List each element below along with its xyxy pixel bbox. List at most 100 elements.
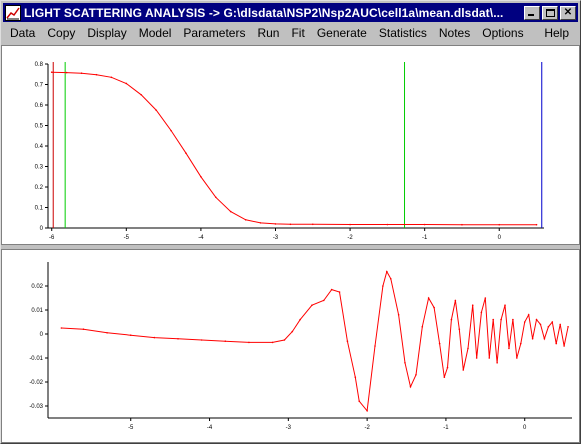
- data-point: [386, 223, 389, 226]
- data-point: [539, 323, 542, 326]
- data-point: [462, 369, 465, 371]
- y-tick-label: 0.02: [31, 284, 43, 290]
- data-point: [200, 175, 202, 178]
- data-point: [346, 340, 349, 342]
- data-point: [259, 222, 262, 224]
- data-point: [140, 93, 143, 96]
- data-point: [177, 338, 179, 340]
- data-point: [271, 341, 274, 344]
- x-tick-label: -6: [49, 235, 55, 241]
- x-tick-label: -2: [364, 425, 370, 431]
- data-point: [283, 339, 286, 341]
- data-point: [397, 314, 400, 316]
- residual-plot-panel[interactable]: -0.03 -0.02 -0.01 0 0.01 0.02 -5 -4 -3 -2 -1 0: [1, 249, 580, 443]
- title-bar[interactable]: LIGHT SCATTERING ANALYSIS -> G:\dlsdata\…: [3, 3, 578, 22]
- data-point: [404, 362, 406, 364]
- menu-help[interactable]: Help: [544, 25, 569, 40]
- data-point: [185, 152, 187, 154]
- series-line: [61, 270, 569, 413]
- y-tick-label: 0.7: [35, 83, 44, 89]
- data-point: [382, 285, 384, 287]
- minimize-button[interactable]: [524, 5, 540, 20]
- x-tick-label: -5: [124, 235, 130, 241]
- data-point: [311, 304, 313, 306]
- data-point: [358, 400, 361, 402]
- x-tick-label: -5: [128, 425, 134, 431]
- y-tick-label: 0.3: [35, 165, 44, 171]
- data-point: [311, 223, 314, 226]
- fit-plot-panel[interactable]: 0 0.1 0.2 0.3 0.4 0.5 0.6 0.7 0.8 -6 -5 -4 -3 -2 -1 0: [1, 45, 580, 245]
- data-point: [480, 311, 483, 314]
- x-tick-label: -4: [198, 235, 204, 241]
- maximize-icon: [546, 8, 555, 17]
- data-point: [349, 223, 351, 226]
- close-icon: ✕: [563, 6, 573, 18]
- data-point: [244, 219, 247, 221]
- data-point: [498, 223, 501, 226]
- data-point: [330, 288, 333, 291]
- menu-notes[interactable]: Notes: [438, 25, 471, 40]
- x-tick-label: -4: [207, 425, 213, 431]
- data-point: [229, 210, 232, 213]
- y-tick-label: -0.01: [29, 356, 43, 362]
- y-tick-label: 0.01: [31, 308, 43, 314]
- menu-copy[interactable]: Copy: [47, 25, 76, 40]
- fit-plot-svg: 0 0.1 0.2 0.3 0.4 0.5 0.6 0.7 0.8 -6 -5 -4 -3 -2 -1 0: [35, 62, 544, 241]
- data-point: [224, 340, 227, 342]
- x-tick-label: -2: [347, 235, 353, 241]
- data-point: [471, 304, 474, 306]
- y-tick-label: 0.5: [35, 124, 44, 130]
- data-point: [547, 326, 550, 328]
- data-point: [415, 374, 417, 376]
- close-button[interactable]: ✕: [560, 5, 576, 20]
- y-tick-label: -0.03: [29, 404, 43, 410]
- data-point: [153, 336, 156, 339]
- data-point: [443, 376, 446, 378]
- data-point: [389, 278, 392, 280]
- data-point: [500, 318, 502, 321]
- data-point: [95, 73, 98, 76]
- data-point: [409, 386, 412, 388]
- menu-display[interactable]: Display: [87, 25, 127, 40]
- data-point: [543, 338, 546, 340]
- menu-data[interactable]: Data: [10, 25, 36, 40]
- y-tick-label: 0.8: [35, 62, 44, 68]
- menu-model[interactable]: Model: [138, 25, 172, 40]
- x-tick-label: -1: [443, 425, 449, 431]
- menu-generate[interactable]: Generate: [316, 25, 367, 40]
- data-point: [50, 71, 53, 73]
- maximize-button[interactable]: [542, 5, 558, 20]
- data-point: [386, 270, 388, 273]
- data-point: [338, 291, 341, 293]
- x-tick-label: -3: [286, 425, 292, 431]
- data-point: [374, 345, 376, 347]
- data-point: [559, 323, 561, 326]
- data-point: [82, 328, 85, 330]
- data-point: [125, 82, 128, 85]
- app-icon[interactable]: [5, 4, 21, 21]
- data-point: [427, 297, 430, 299]
- y-tick-label: 0.6: [35, 103, 44, 109]
- data-point: [563, 345, 565, 347]
- y-tick-label: 0.1: [35, 206, 44, 212]
- menu-parameters[interactable]: Parameters: [183, 25, 246, 40]
- y-tick-label: 0: [40, 332, 44, 338]
- data-point: [488, 357, 491, 359]
- data-point: [446, 366, 449, 369]
- data-point: [454, 299, 457, 302]
- data-point: [512, 318, 514, 321]
- menu-run[interactable]: Run: [257, 25, 280, 40]
- y-tick-label: 0: [40, 226, 44, 232]
- data-point: [65, 71, 68, 74]
- data-point: [289, 223, 292, 226]
- menu-statistics[interactable]: Statistics: [378, 25, 427, 40]
- menu-fit[interactable]: Fit: [291, 25, 305, 40]
- x-tick-label: -3: [273, 235, 279, 241]
- data-point: [496, 362, 498, 364]
- data-point: [567, 326, 569, 328]
- data-point: [516, 357, 518, 359]
- data-point: [438, 342, 441, 345]
- menu-options[interactable]: Options: [482, 25, 524, 40]
- y-tick-label: 0.4: [35, 144, 44, 150]
- data-point: [423, 223, 426, 226]
